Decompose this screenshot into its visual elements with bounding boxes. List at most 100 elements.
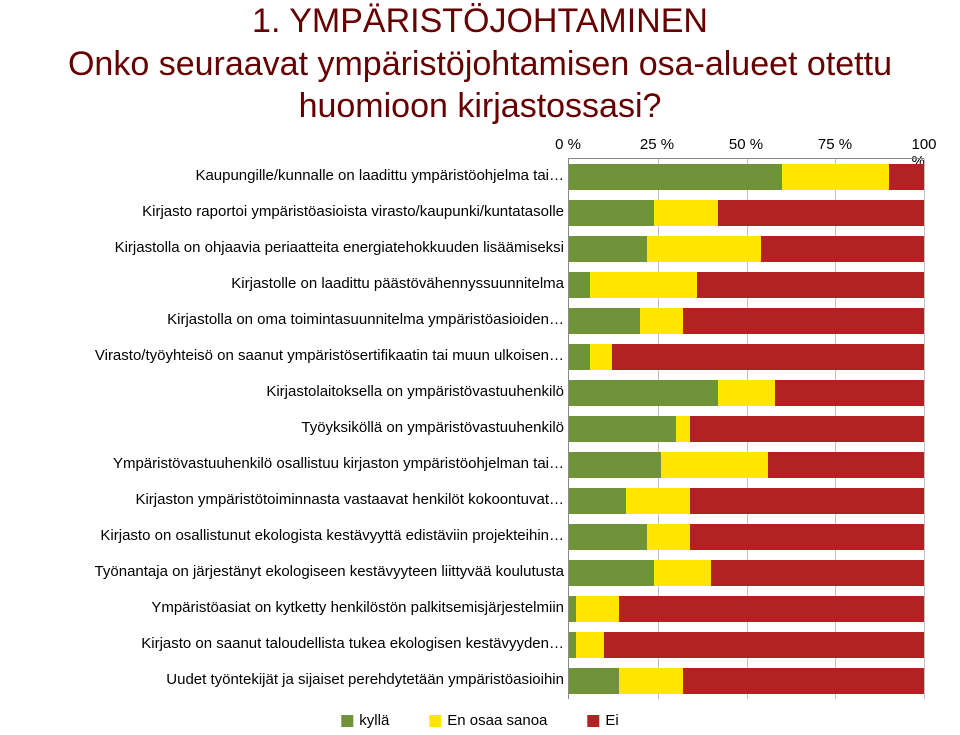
bar-segment <box>697 272 924 298</box>
bar-row <box>569 555 924 591</box>
bar-label: Kirjastolla on ohjaavia periaatteita ene… <box>14 230 564 266</box>
bar-segment <box>768 452 924 478</box>
bar-segment <box>590 344 611 370</box>
bar-row <box>569 303 924 339</box>
bar-segment <box>612 344 924 370</box>
bar <box>569 560 924 586</box>
bar-row <box>569 663 924 699</box>
bar <box>569 272 924 298</box>
bar-label: Työyksiköllä on ympäristövastuuhenkilö <box>14 410 564 446</box>
labels-column: Kaupungille/kunnalle on laadittu ympäris… <box>14 136 568 699</box>
bar-row <box>569 591 924 627</box>
legend-swatch-no <box>587 715 599 727</box>
x-axis-ticks: 0 %25 %50 %75 %100 % <box>568 136 924 158</box>
bar-row <box>569 195 924 231</box>
x-tick: 0 % <box>555 136 581 153</box>
bar-segment <box>569 308 640 334</box>
bar <box>569 632 924 658</box>
bar <box>569 344 924 370</box>
bar-segment <box>619 596 924 622</box>
bar-row <box>569 159 924 195</box>
x-axis: 0 %25 %50 %75 %100 % <box>568 136 924 158</box>
bar-segment <box>626 488 690 514</box>
bar-label: Kirjasto on saanut taloudellista tukea e… <box>14 626 564 662</box>
title-block: 1. YMPÄRISTÖJOHTAMINEN Onko seuraavat ym… <box>0 0 960 136</box>
bar-segment <box>711 560 924 586</box>
bar-segment <box>569 164 782 190</box>
bar-label: Kirjastolle on laadittu päästövähennyssu… <box>14 266 564 302</box>
bar-segment <box>569 236 647 262</box>
bar-row <box>569 375 924 411</box>
bar-row <box>569 447 924 483</box>
bar-segment <box>576 632 604 658</box>
bar <box>569 488 924 514</box>
bar-segment <box>569 200 654 226</box>
bar-segment <box>604 632 924 658</box>
bar <box>569 524 924 550</box>
bar-segment <box>690 524 924 550</box>
bar-segment <box>569 668 619 694</box>
legend-swatch-unsure <box>429 715 441 727</box>
bar-label: Kirjaston ympäristötoiminnasta vastaavat… <box>14 482 564 518</box>
bar-row <box>569 483 924 519</box>
legend: kyllä En osaa sanoa Ei <box>341 712 618 729</box>
bar-label: Kirjasto on osallistunut ekologista kest… <box>14 518 564 554</box>
bar <box>569 380 924 406</box>
bar-label: Kaupungille/kunnalle on laadittu ympäris… <box>14 158 564 194</box>
bar-segment <box>569 632 576 658</box>
bar <box>569 596 924 622</box>
legend-item-unsure: En osaa sanoa <box>429 712 547 729</box>
bar-segment <box>661 452 768 478</box>
bar-segment <box>569 560 654 586</box>
bar <box>569 308 924 334</box>
bar-label: Virasto/työyhteisö on saanut ympäristöse… <box>14 338 564 374</box>
bar-row <box>569 231 924 267</box>
bar <box>569 164 924 190</box>
bar-segment <box>569 488 626 514</box>
bar-segment <box>569 344 590 370</box>
bar-segment <box>654 200 718 226</box>
bar-row <box>569 339 924 375</box>
labels-host: Kaupungille/kunnalle on laadittu ympäris… <box>14 158 564 698</box>
bar-label: Ympäristöasiat on kytketty henkilöstön p… <box>14 590 564 626</box>
bar-segment <box>576 596 619 622</box>
bar-segment <box>647 524 690 550</box>
bar-segment <box>569 416 676 442</box>
chart: Kaupungille/kunnalle on laadittu ympäris… <box>0 136 960 699</box>
bar-segment <box>569 380 718 406</box>
bar-segment <box>569 596 576 622</box>
bar-segment <box>690 488 924 514</box>
bar-label: Kirjasto raportoi ympäristöasioista vira… <box>14 194 564 230</box>
x-tick: 25 % <box>640 136 674 153</box>
title-line-1: 1. YMPÄRISTÖJOHTAMINEN <box>20 0 940 43</box>
bar-label: Kirjastolla on oma toimintasuunnitelma y… <box>14 302 564 338</box>
bar-segment <box>718 200 924 226</box>
bar-segment <box>569 524 647 550</box>
bar <box>569 200 924 226</box>
bar-segment <box>654 560 711 586</box>
legend-swatch-yes <box>341 715 353 727</box>
bar-segment <box>718 380 775 406</box>
plot-column: 0 %25 %50 %75 %100 % <box>568 136 924 699</box>
bar-segment <box>647 236 761 262</box>
bar <box>569 416 924 442</box>
legend-item-yes: kyllä <box>341 712 389 729</box>
bar <box>569 452 924 478</box>
bar-segment <box>569 452 661 478</box>
gridline <box>924 159 925 699</box>
bar-row <box>569 411 924 447</box>
legend-label-no: Ei <box>605 712 618 729</box>
page: 1. YMPÄRISTÖJOHTAMINEN Onko seuraavat ym… <box>0 0 960 735</box>
bar-segment <box>889 164 925 190</box>
bar-segment <box>676 416 690 442</box>
bars-frame <box>568 158 924 699</box>
bar-segment <box>569 272 590 298</box>
bar-segment <box>683 308 924 334</box>
bar-segment <box>683 668 924 694</box>
bar-label: Työnantaja on järjestänyt ekologiseen ke… <box>14 554 564 590</box>
bar-row <box>569 267 924 303</box>
bar-label: Kirjastolaitoksella on ympäristövastuuhe… <box>14 374 564 410</box>
bar-segment <box>619 668 683 694</box>
legend-label-unsure: En osaa sanoa <box>447 712 547 729</box>
bar-segment <box>782 164 889 190</box>
